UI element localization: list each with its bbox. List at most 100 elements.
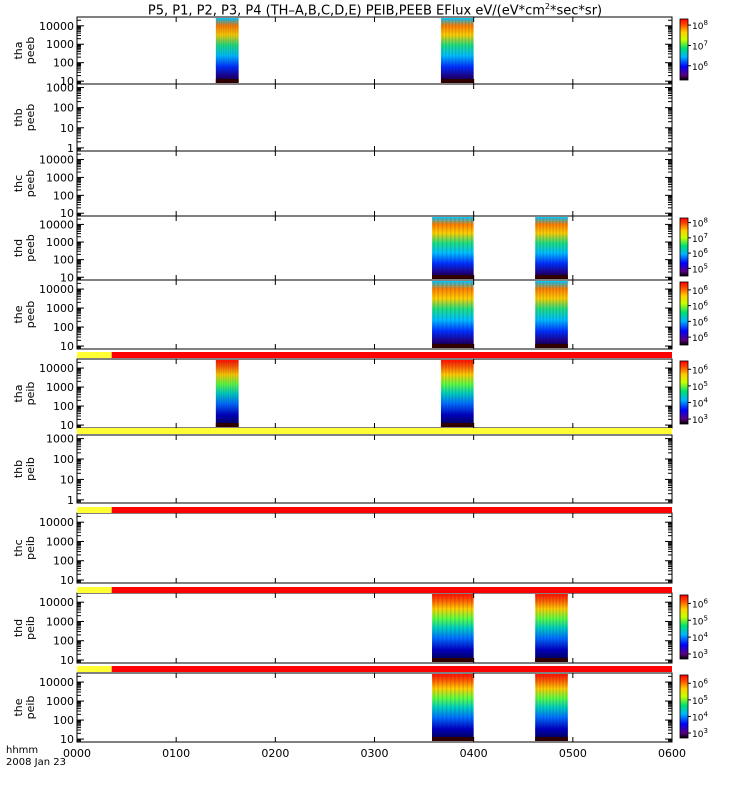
colorbar (679, 18, 689, 81)
colorbar-tick-label: 104 (692, 710, 708, 723)
burst-base (535, 344, 568, 348)
panel-inst-label: peeb (24, 37, 37, 65)
colorbar-tick-label: 108 (692, 19, 708, 32)
y-tick-label: 10000 (39, 283, 74, 296)
spectrogram-burst (432, 594, 474, 662)
y-tick-label: 10000 (39, 516, 74, 529)
time-tick-label: 0000 (63, 747, 91, 760)
colorbar-tick-label: 103 (692, 727, 708, 740)
spectrogram-burst (215, 360, 239, 427)
time-axis: hhmm 2008 Jan 23 0000 0100 0200 0300 0400 050… (6, 745, 686, 768)
panel-probe-label: tha (12, 384, 25, 402)
y-tick-label: 100 (53, 555, 74, 568)
y-tick-label: 10000 (39, 218, 74, 231)
panel-thc-peib: 10 100 1000 10000 thc peib (12, 507, 673, 587)
burst-base (215, 423, 239, 427)
panel-frame (76, 150, 673, 217)
burst-base (432, 658, 474, 662)
colorbar-tick-label: 107 (692, 232, 708, 245)
panel-probe-label: thc (12, 539, 25, 556)
burst-base (440, 423, 474, 427)
colorbar (679, 360, 689, 425)
y-tick-label: 100 (53, 453, 74, 466)
panel-inst-label: peib (24, 382, 37, 406)
panel-inst-label: peeb (24, 301, 37, 329)
panel-inst-label: peib (24, 696, 37, 720)
panel-frame (76, 592, 673, 664)
y-tick-label: 1000 (46, 302, 74, 315)
panel-thd-peib: 10 100 1000 10000 thd peib 103 104 105 106 (12, 587, 708, 667)
colorbar-tick-label: 105 (692, 380, 708, 393)
panel-frame (76, 16, 673, 85)
panel-frame (76, 512, 673, 584)
y-tick-label: 1000 (46, 535, 74, 548)
panel-tha-peeb: 10 100 1000 10000 tha peeb 106 107 108 (12, 16, 708, 88)
y-tick-label: 1000 (46, 38, 74, 51)
colorbar-tick-label: 106 (692, 300, 708, 313)
y-tick-label: 100 (53, 254, 74, 267)
y-tick-label: 10 (60, 75, 74, 88)
panel-inst-label: peib (24, 457, 37, 481)
panel-thd-peeb: 10 100 1000 10000 thd peeb 105 106 107 108 (12, 215, 708, 284)
panel-probe-label: thd (12, 619, 25, 637)
y-tick-label: 100 (53, 321, 74, 334)
panel-tha-peib: 10 100 1000 10000 tha peib 103 104 105 106 (12, 352, 708, 432)
y-tick-label: 100 (53, 102, 74, 115)
panel-the-peib: 10 100 1000 10000 the peib 103 104 105 106 (12, 666, 708, 746)
colorbar (679, 674, 689, 739)
burst-base (535, 275, 568, 279)
panel-thb-peib: 1 10 100 1000 thb peib (12, 428, 673, 507)
panel-inst-label: peeb (24, 234, 37, 262)
panel-probe-label: thb (12, 460, 25, 478)
y-tick-label: 10000 (39, 154, 74, 167)
time-tick-label: 0400 (460, 747, 488, 760)
mode-flag-red (111, 507, 673, 513)
y-tick-label: 1000 (46, 171, 74, 184)
y-tick-label: 1000 (46, 615, 74, 628)
panel-probe-label: the (12, 698, 25, 716)
panel-probe-label: tha (12, 41, 25, 59)
time-tick-label: 0600 (658, 747, 686, 760)
colorbar-tick-label: 104 (692, 631, 708, 644)
panel-inst-label: peeb (24, 104, 37, 132)
burst-base (535, 737, 568, 741)
time-tick-label: 0200 (261, 747, 289, 760)
colorbar-tick-label: 106 (692, 597, 708, 610)
panel-inst-label: peeb (24, 170, 37, 198)
panel-thc-peeb: 10 100 1000 10000 thc peeb (12, 150, 673, 220)
spectrogram-burst (432, 281, 474, 348)
y-tick-label: 100 (53, 714, 74, 727)
colorbar-tick-label: 105 (692, 694, 708, 707)
y-tick-label: 100 (53, 400, 74, 413)
y-tick-label: 100 (53, 57, 74, 70)
mode-flag-red (111, 587, 673, 593)
y-tick-label: 10 (60, 207, 74, 220)
burst-base (215, 79, 239, 83)
y-tick-label: 10 (60, 574, 74, 587)
panel-probe-label: thc (12, 175, 25, 192)
y-tick-label: 10 (60, 473, 74, 486)
y-tick-label: 100 (53, 635, 74, 648)
colorbar-tick-label: 106 (692, 284, 708, 297)
panel-probe-label: thb (12, 108, 25, 126)
y-tick-label: 10 (60, 654, 74, 667)
burst-base (432, 275, 474, 279)
mode-flag-red (111, 666, 673, 672)
panel-probe-label: thd (12, 239, 25, 257)
panel-frame (76, 279, 673, 350)
colorbar-tick-label: 105 (692, 614, 708, 627)
panel-frame (76, 434, 673, 504)
burst-base (432, 344, 474, 348)
y-tick-label: 10000 (39, 596, 74, 609)
mode-flag-yellow (77, 507, 112, 513)
colorbar-tick-label: 106 (692, 247, 708, 260)
y-tick-label: 10000 (39, 676, 74, 689)
panel-probe-label: the (12, 305, 25, 323)
panel-frame (76, 358, 673, 429)
colorbar-tick-label: 106 (692, 363, 708, 376)
panel-inst-label: peib (24, 616, 37, 640)
y-tick-label: 10 (60, 340, 74, 353)
colorbar (679, 594, 689, 660)
spectrogram-burst (440, 18, 474, 83)
